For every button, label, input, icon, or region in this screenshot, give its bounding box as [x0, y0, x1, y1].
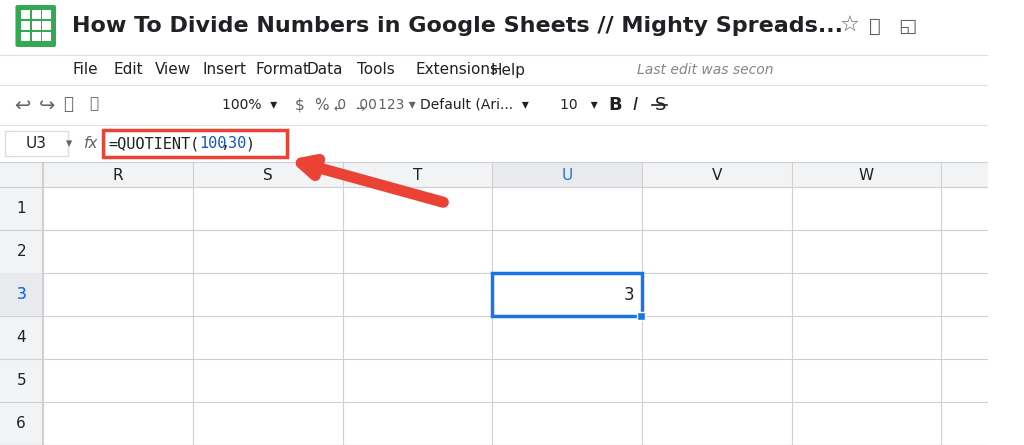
Text: 100: 100 [199, 137, 226, 151]
Text: Tools: Tools [357, 62, 395, 77]
Bar [0, 162, 988, 187]
Text: Help: Help [490, 62, 525, 77]
Text: ↩: ↩ [14, 96, 31, 114]
Text: Extensions: Extensions [415, 62, 498, 77]
Text: 1: 1 [16, 201, 26, 216]
Text: B: B [608, 96, 622, 114]
Text: fx: fx [84, 137, 98, 151]
Text: ↪: ↪ [39, 96, 55, 114]
Bar [32, 32, 41, 41]
Text: 100%  ▾: 100% ▾ [222, 98, 278, 112]
Text: 10   ▾: 10 ▾ [560, 98, 598, 112]
Text: ☆: ☆ [840, 16, 860, 36]
Text: S: S [654, 96, 666, 114]
Bar [493, 162, 642, 187]
Text: ⬜: ⬜ [868, 16, 881, 36]
Text: ◱: ◱ [898, 16, 916, 36]
Text: View: View [155, 62, 190, 77]
Text: ▾: ▾ [66, 138, 72, 150]
Text: 5: 5 [16, 373, 26, 388]
Bar [103, 130, 287, 157]
Bar [42, 10, 51, 19]
Text: ←: ← [333, 104, 342, 114]
Text: $: $ [295, 97, 304, 113]
Text: 3: 3 [16, 287, 26, 302]
Text: V: V [712, 167, 722, 182]
Bar [0, 55, 988, 85]
Bar [22, 32, 30, 41]
Bar [0, 0, 988, 55]
Text: 123 ▾: 123 ▾ [379, 98, 416, 112]
Text: 6: 6 [16, 416, 26, 431]
Text: Default (Ari...  ▾: Default (Ari... ▾ [420, 98, 528, 112]
Text: I: I [632, 96, 638, 114]
Bar [42, 32, 51, 41]
Text: ): ) [245, 137, 254, 151]
Text: Data: Data [307, 62, 343, 77]
Text: Edit: Edit [114, 62, 143, 77]
Text: T: T [413, 167, 422, 182]
Bar [32, 10, 41, 19]
Text: 🖨: 🖨 [62, 95, 73, 113]
Text: Format: Format [256, 62, 310, 77]
Bar [32, 21, 41, 30]
Bar [0, 125, 988, 162]
Text: File: File [73, 62, 98, 77]
Bar [22, 10, 30, 19]
Text: →: → [355, 104, 365, 114]
Text: W: W [859, 167, 873, 182]
Text: 4: 4 [16, 330, 26, 345]
Text: 3: 3 [16, 287, 26, 302]
FancyBboxPatch shape [15, 5, 56, 47]
Bar [637, 312, 645, 320]
Text: =QUOTIENT(: =QUOTIENT( [109, 137, 200, 151]
Text: 🖌: 🖌 [89, 97, 98, 112]
Bar [0, 187, 42, 445]
Text: S: S [263, 167, 272, 182]
Text: 2: 2 [16, 244, 26, 259]
Bar [22, 21, 30, 30]
Text: 30: 30 [227, 137, 246, 151]
Bar [5, 131, 68, 156]
Bar [0, 85, 988, 125]
Text: R: R [113, 167, 124, 182]
Text: .00: .00 [355, 98, 377, 112]
Text: 3: 3 [624, 286, 634, 303]
Text: Last edit was secon: Last edit was secon [637, 63, 773, 77]
Text: U3: U3 [26, 137, 46, 151]
Text: .0: .0 [333, 98, 346, 112]
Bar [0, 162, 42, 187]
Text: Insert: Insert [203, 62, 247, 77]
Bar [493, 273, 642, 316]
Bar [42, 21, 51, 30]
Bar [0, 273, 42, 316]
Text: %: % [313, 97, 329, 113]
Text: U: U [561, 167, 572, 182]
Text: ,: , [221, 137, 230, 151]
Text: How To Divide Numbers in Google Sheets // Mighty Spreads...: How To Divide Numbers in Google Sheets /… [73, 16, 844, 36]
